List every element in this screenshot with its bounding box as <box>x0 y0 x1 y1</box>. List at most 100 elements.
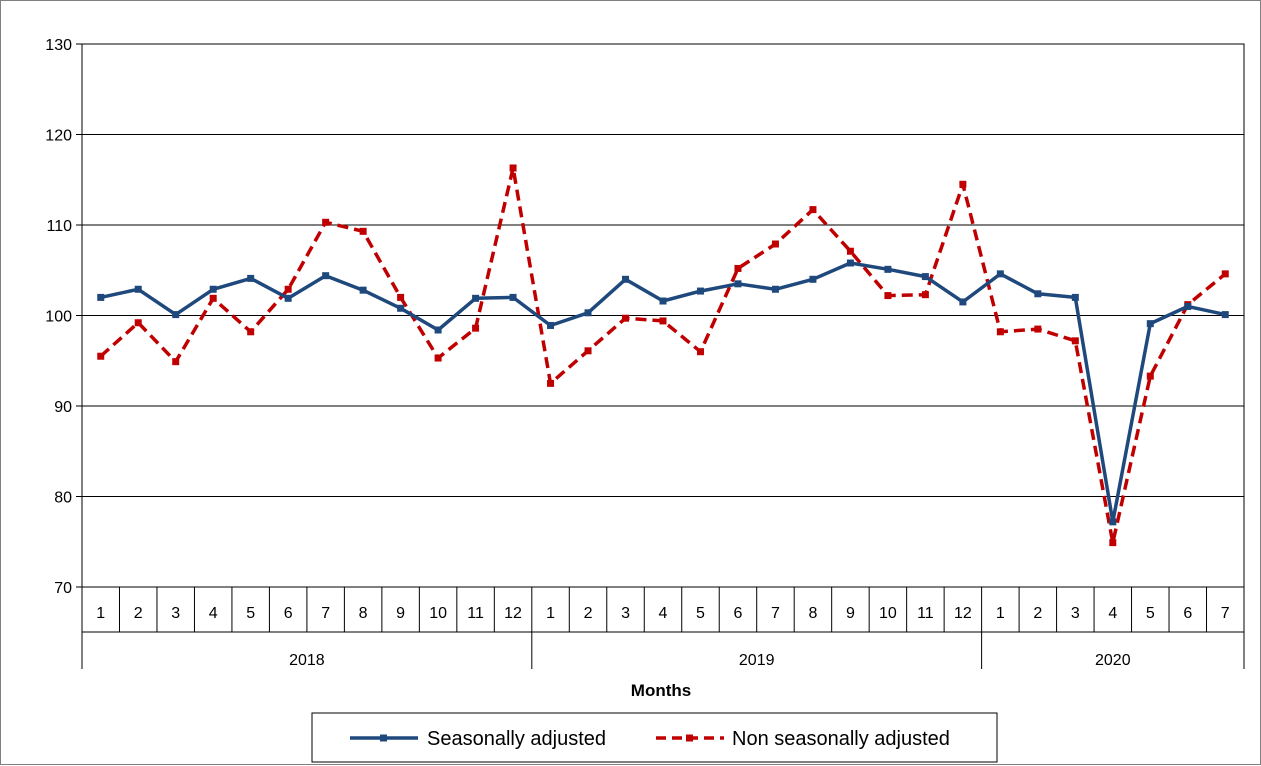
x-tick-label-month: 6 <box>1183 605 1192 622</box>
data-point <box>547 379 555 387</box>
data-point <box>1034 290 1042 298</box>
x-tick-label-month: 2 <box>584 605 593 622</box>
x-tick-label-month: 10 <box>429 605 447 622</box>
x-tick-label-month: 1 <box>546 605 555 622</box>
x-tick-label-month: 4 <box>659 605 668 622</box>
data-point <box>696 348 704 356</box>
series-lines <box>97 164 1229 547</box>
x-tick-label-month: 8 <box>359 605 368 622</box>
x-group-label-2019: 2019 <box>739 652 775 669</box>
x-tick-label-month: 4 <box>209 605 218 622</box>
x-tick-label-month: 3 <box>171 605 180 622</box>
data-point <box>1146 372 1154 380</box>
data-point <box>509 293 517 301</box>
data-point <box>359 286 367 294</box>
x-tick-label-month: 1 <box>96 605 105 622</box>
data-point <box>247 328 255 336</box>
data-point <box>771 285 779 293</box>
x-tick-label-month: 7 <box>1221 605 1230 622</box>
data-point <box>622 314 630 322</box>
data-point <box>959 180 967 188</box>
data-point <box>1071 293 1079 301</box>
x-tick-label-month: 2 <box>134 605 143 622</box>
data-point <box>884 265 892 273</box>
data-point <box>97 352 105 360</box>
x-tick-label-month: 3 <box>621 605 630 622</box>
data-point <box>996 328 1004 336</box>
data-point <box>846 259 854 267</box>
x-tick-label-month: 12 <box>954 605 972 622</box>
y-tick-label-90: 90 <box>54 399 72 416</box>
x-tick-label-month: 7 <box>321 605 330 622</box>
data-point <box>771 240 779 248</box>
x-tick-label-month: 6 <box>734 605 743 622</box>
legend-box <box>311 712 998 763</box>
y-tick-label-80: 80 <box>54 490 72 507</box>
x-tick-label-month: 4 <box>1108 605 1117 622</box>
y-tick-label-100: 100 <box>45 309 72 326</box>
y-tick-label-130: 130 <box>45 37 72 54</box>
data-point <box>584 347 592 355</box>
x-tick-label-month: 10 <box>879 605 897 622</box>
data-point <box>547 321 555 329</box>
x-tick-label-month: 1 <box>996 605 1005 622</box>
data-point <box>734 280 742 288</box>
x-tick-label-month: 8 <box>808 605 817 622</box>
data-point <box>247 274 255 282</box>
data-point <box>921 273 929 281</box>
data-point <box>284 294 292 302</box>
x-tick-label-month: 11 <box>467 605 484 622</box>
data-point <box>1109 518 1117 526</box>
data-point <box>734 264 742 272</box>
y-tick-labels: 70 80 90 100 110 120 130 <box>45 37 72 597</box>
data-point <box>809 275 817 283</box>
data-point <box>959 298 967 306</box>
data-point <box>1071 337 1079 345</box>
x-group-label-2020: 2020 <box>1095 652 1131 669</box>
y-tick-label-110: 110 <box>46 218 72 235</box>
data-point <box>1034 325 1042 333</box>
data-point <box>322 218 330 226</box>
data-point <box>659 297 667 305</box>
data-point <box>284 285 292 293</box>
x-axis-title: Months <box>631 681 691 700</box>
data-point <box>622 275 630 283</box>
x-tick-label-month: 5 <box>1146 605 1155 622</box>
data-point <box>884 292 892 300</box>
data-point <box>172 311 180 319</box>
legend-label-non-seasonally-adjusted: Non seasonally adjusted <box>732 728 950 750</box>
data-point <box>809 206 817 214</box>
x-tick-label-month: 9 <box>396 605 405 622</box>
data-point <box>472 324 480 332</box>
x-tick-label-month: 6 <box>284 605 293 622</box>
data-point <box>172 358 180 366</box>
legend-marker-non-seasonally-adjusted <box>686 734 693 742</box>
data-point <box>696 287 704 295</box>
legend: Seasonally adjusted Non seasonally adjus… <box>311 712 998 763</box>
data-point <box>996 270 1004 278</box>
data-point <box>1184 302 1192 310</box>
data-point <box>397 304 405 312</box>
data-point <box>659 317 667 325</box>
data-point <box>921 291 929 299</box>
data-point <box>359 227 367 235</box>
y-tick-label-70: 70 <box>54 580 72 597</box>
legend-label-seasonally-adjusted: Seasonally adjusted <box>427 728 606 750</box>
x-tick-label-month: 5 <box>696 605 705 622</box>
data-point <box>209 294 217 302</box>
y-tick-label-120: 120 <box>45 128 72 145</box>
x-tick-label-month: 9 <box>846 605 855 622</box>
series-line-non-seasonally-adjusted <box>99 166 1227 545</box>
data-point <box>1146 320 1154 328</box>
data-point <box>846 247 854 255</box>
gridlines <box>82 134 1244 497</box>
x-tick-label-month: 7 <box>771 605 780 622</box>
axes <box>76 43 1245 669</box>
data-point <box>434 326 442 334</box>
x-tick-label-month: 12 <box>504 605 522 622</box>
data-point <box>434 354 442 362</box>
data-point <box>509 164 517 172</box>
